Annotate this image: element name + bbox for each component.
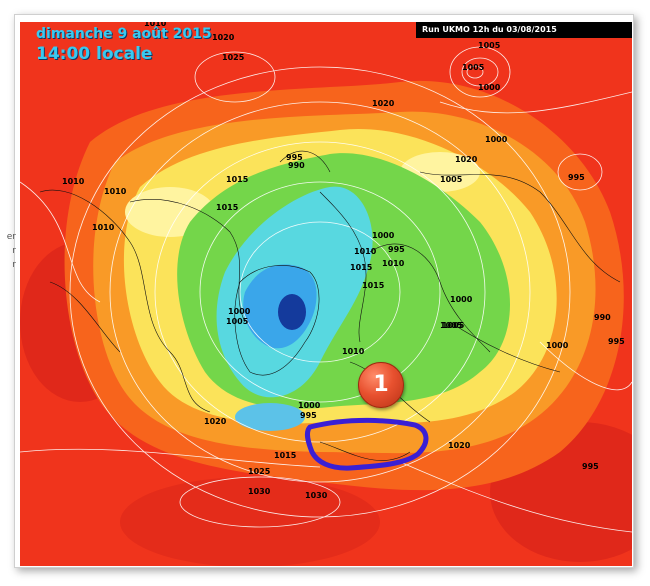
forecast-time: 14:00 locale: [36, 44, 153, 64]
isobar-label: 1005: [442, 321, 465, 330]
isobar-label: 1010: [144, 22, 167, 28]
blue-patch: [235, 403, 305, 431]
isobar-label: 1030: [305, 491, 328, 500]
isobar-label: 995: [608, 337, 625, 346]
isobar-label: 1010: [104, 187, 127, 196]
left-edge-text: er r r: [0, 230, 16, 272]
isobar-label: 1000: [450, 295, 473, 304]
isobar-label: 1025: [222, 53, 245, 62]
left-edge-line: er: [6, 232, 16, 242]
isobar-label: 1020: [212, 33, 235, 42]
isobar-label: 995: [568, 173, 585, 182]
left-edge-line: r: [12, 246, 16, 256]
isobar-label: 995: [300, 411, 317, 420]
isobar-label: 1000: [478, 83, 501, 92]
isobar-label: 1000: [546, 341, 569, 350]
cyan-patch: [330, 247, 370, 267]
isobar-label: 1010: [342, 347, 365, 356]
isobar-label: 1020: [448, 441, 471, 450]
isobar-label: 1000: [298, 401, 321, 410]
isobar-label: 1015: [274, 451, 297, 460]
warm-patch: [120, 477, 380, 566]
isobar-label: 1020: [204, 417, 227, 426]
forecast-date: dimanche 9 août 2015: [36, 26, 212, 42]
isobar-label: 1015: [362, 281, 385, 290]
numbered-marker: 1: [358, 362, 404, 408]
highlighted-region-outline: [304, 417, 429, 471]
isobar-label: 1005: [440, 175, 463, 184]
isobar-lines: [20, 46, 632, 533]
isobar-label: 1005: [478, 41, 501, 50]
model-run-banner: Run UKMO 12h du 03/08/2015: [416, 22, 632, 38]
forecast-map: 1010 1020 1025 1020 1005 1000 1005 1000 …: [20, 22, 632, 566]
isobar-label: 1000: [372, 231, 395, 240]
isobar-label: 1005: [462, 63, 485, 72]
isobar-label: 995: [582, 462, 599, 471]
isobar-label: 1010: [62, 177, 85, 186]
marker-number: 1: [373, 372, 389, 397]
pressure-map-svg: 1010 1020 1025 1020 1005 1000 1005 1000 …: [20, 22, 632, 566]
isobar-label: 1000: [485, 135, 508, 144]
isobar-label: 1010: [354, 247, 377, 256]
isobar-label: 1015: [216, 203, 239, 212]
isobar-label: 995: [388, 245, 405, 254]
isobar-label: 990: [594, 313, 611, 322]
isobar-label: 1010: [382, 259, 405, 268]
isobar-label: 1005: [226, 317, 249, 326]
isobar-label: 995: [286, 153, 303, 162]
isobar-label: 1015: [350, 263, 373, 272]
isobar-label: 1020: [455, 155, 478, 164]
isobar-label: 1030: [248, 487, 271, 496]
isobar-label: 1025: [248, 467, 271, 476]
isobar-label: 1020: [372, 99, 395, 108]
cold-core: [278, 294, 306, 330]
isobar-label: 1005: [440, 321, 463, 330]
left-edge-line: r: [12, 260, 16, 270]
isobar-label: 990: [288, 161, 305, 170]
isobar-label: 1010: [92, 223, 115, 232]
isobar-label: 1000: [228, 307, 251, 316]
isobar-label: 1015: [226, 175, 249, 184]
